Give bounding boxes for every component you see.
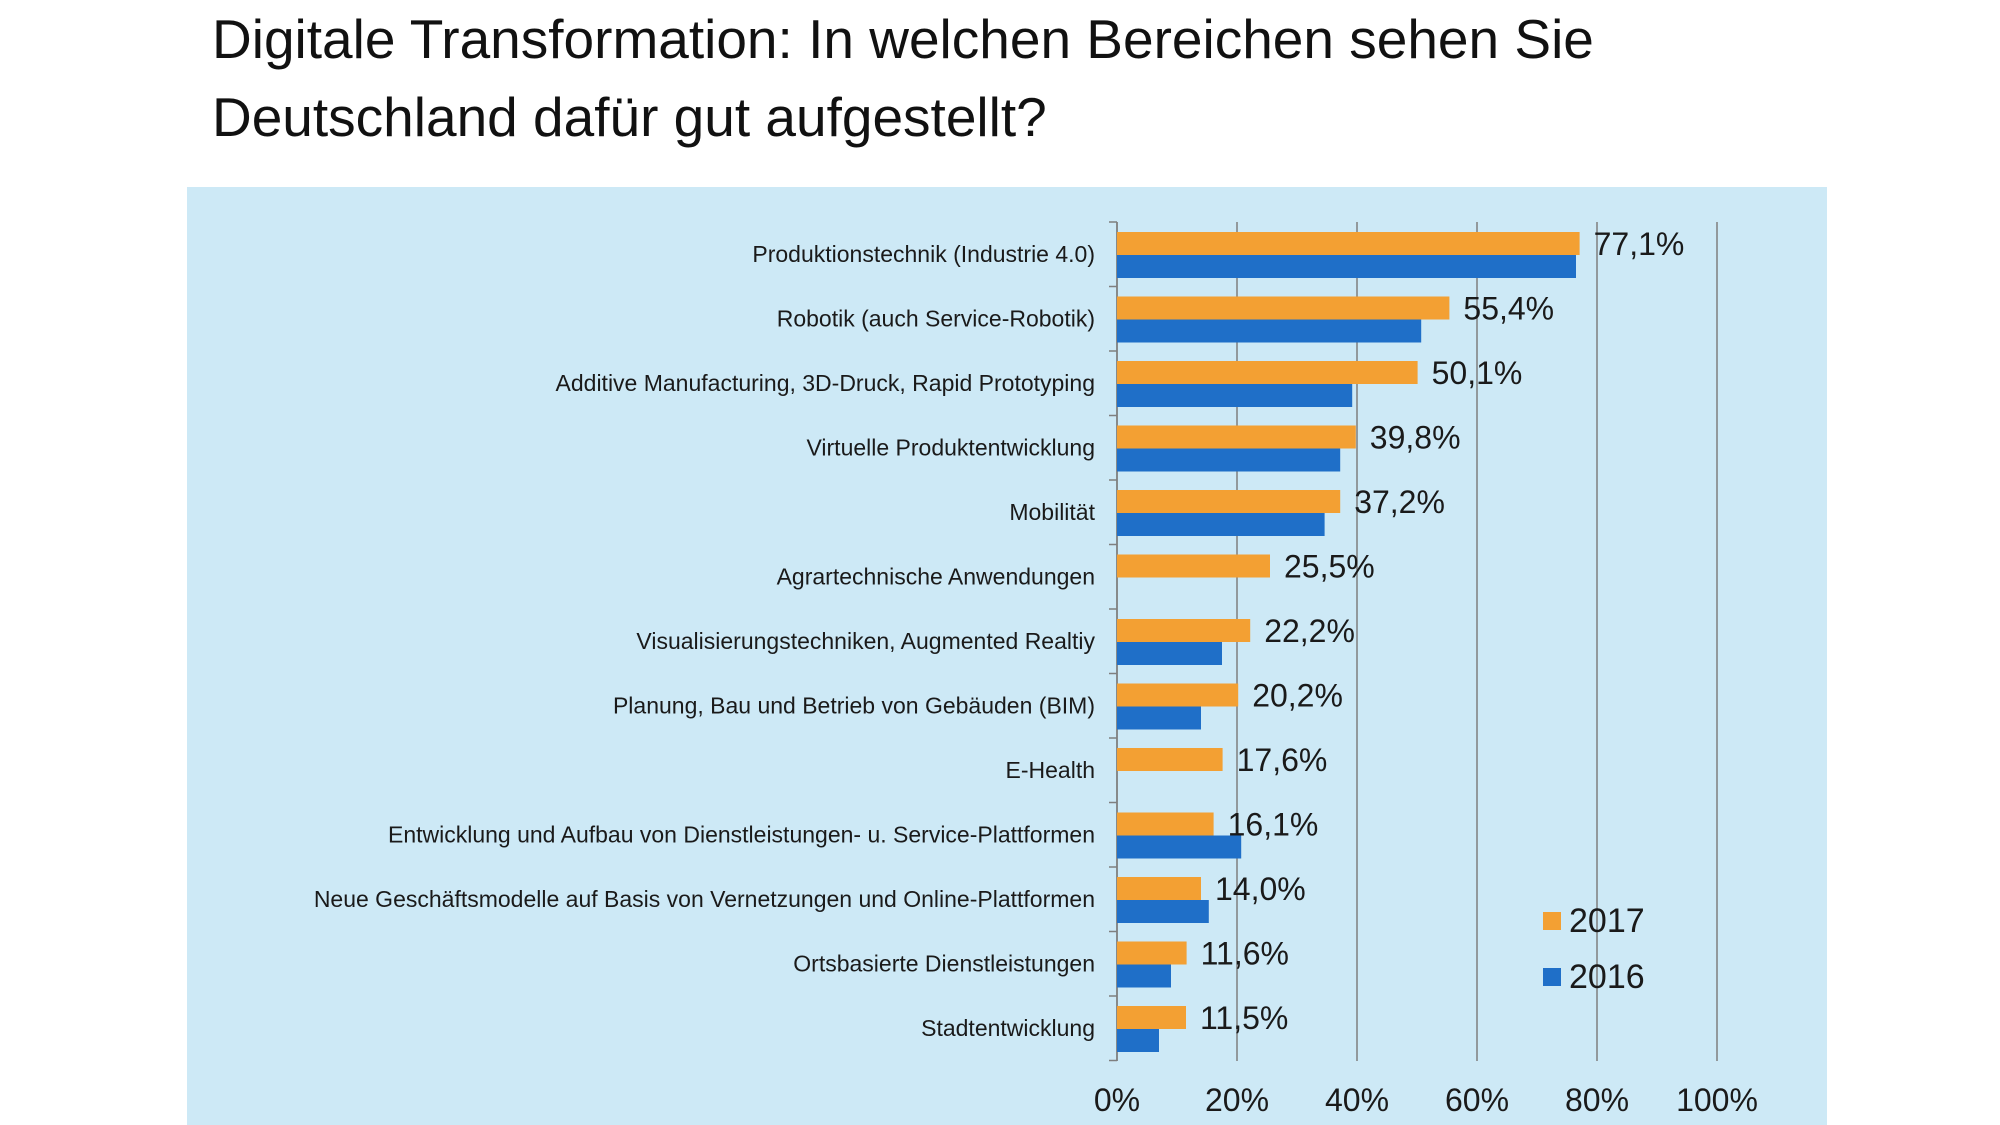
data-label-2017: 39,8% bbox=[1370, 420, 1461, 456]
bar-2017 bbox=[1117, 683, 1239, 707]
bar-2016 bbox=[1117, 1029, 1159, 1052]
x-tick-label: 100% bbox=[1676, 1082, 1758, 1118]
bar-2017 bbox=[1117, 877, 1201, 900]
data-label-2017: 16,1% bbox=[1228, 807, 1319, 843]
data-label-2017: 14,0% bbox=[1215, 871, 1306, 907]
category-label: Visualisierungstechniken, Augmented Real… bbox=[636, 628, 1095, 654]
bar-2016 bbox=[1117, 706, 1201, 730]
bar-2017 bbox=[1117, 748, 1223, 771]
bar-2017 bbox=[1117, 812, 1214, 836]
bar-2017 bbox=[1117, 361, 1418, 384]
legend-label-2017: 2017 bbox=[1569, 902, 1645, 940]
category-label: Entwicklung und Aufbau von Dienstleistun… bbox=[388, 822, 1095, 848]
data-label-2017: 11,6% bbox=[1201, 936, 1289, 972]
x-tick-label: 80% bbox=[1565, 1082, 1629, 1118]
legend-swatch-2017 bbox=[1543, 912, 1561, 930]
data-label-2017: 25,5% bbox=[1284, 549, 1375, 585]
bar-2017 bbox=[1117, 619, 1251, 642]
category-label: Mobilität bbox=[1009, 499, 1095, 525]
bar-2016 bbox=[1117, 384, 1353, 407]
data-label-2017: 50,1% bbox=[1432, 355, 1523, 391]
x-tick-label: 0% bbox=[1094, 1082, 1140, 1118]
bar-2016 bbox=[1117, 448, 1341, 472]
category-label: E-Health bbox=[1006, 757, 1095, 783]
bar-2017 bbox=[1117, 554, 1270, 578]
bar-2016 bbox=[1117, 319, 1422, 343]
bar-2016 bbox=[1117, 642, 1222, 665]
data-label-2017: 37,2% bbox=[1354, 484, 1445, 520]
bar-2017 bbox=[1117, 1006, 1186, 1029]
category-label: Virtuelle Produktentwicklung bbox=[806, 435, 1095, 461]
bar-chart: 0% 20% 40% 60% 80% 100% Produktionstechnik (In… bbox=[187, 187, 1827, 1125]
x-tick-label: 60% bbox=[1445, 1082, 1509, 1118]
data-label-2017: 77,1% bbox=[1594, 226, 1685, 262]
legend-label-2016: 2016 bbox=[1569, 958, 1645, 996]
bar-2016 bbox=[1117, 835, 1242, 859]
x-tick-label: 40% bbox=[1325, 1082, 1389, 1118]
category-label: Produktionstechnik (Industrie 4.0) bbox=[752, 241, 1095, 267]
category-label: Agrartechnische Anwendungen bbox=[777, 564, 1095, 590]
category-label: Ortsbasierte Dienstleistungen bbox=[793, 951, 1095, 977]
category-label: Neue Geschäftsmodelle auf Basis von Vern… bbox=[314, 886, 1095, 912]
bar-2016 bbox=[1117, 900, 1209, 923]
data-label-2017: 55,4% bbox=[1463, 291, 1554, 327]
bar-2017 bbox=[1117, 296, 1450, 320]
bar-2017 bbox=[1117, 425, 1356, 449]
category-label: Stadtentwicklung bbox=[921, 1015, 1095, 1041]
data-label-2017: 22,2% bbox=[1264, 613, 1355, 649]
x-tick-label: 20% bbox=[1205, 1082, 1269, 1118]
bar-2017 bbox=[1117, 941, 1187, 965]
bar-2017 bbox=[1117, 232, 1580, 255]
data-label-2017: 17,6% bbox=[1237, 742, 1328, 778]
data-label-2017: 20,2% bbox=[1252, 678, 1343, 714]
legend-swatch-2016 bbox=[1543, 968, 1561, 986]
category-label: Robotik (auch Service-Robotik) bbox=[777, 306, 1095, 332]
bar-2016 bbox=[1117, 513, 1325, 536]
category-label: Planung, Bau und Betrieb von Gebäuden (B… bbox=[613, 693, 1095, 719]
chart-panel: 0% 20% 40% 60% 80% 100% Produktionstechnik (In… bbox=[187, 187, 1827, 1125]
bar-2016 bbox=[1117, 964, 1171, 988]
bar-2016 bbox=[1117, 255, 1576, 278]
chart-title: Digitale Transformation: In welchen Bere… bbox=[212, 8, 1594, 148]
bar-2017 bbox=[1117, 490, 1341, 513]
category-label: Additive Manufacturing, 3D-Druck, Rapid … bbox=[556, 370, 1095, 396]
data-label-2017: 11,5% bbox=[1200, 1000, 1288, 1036]
